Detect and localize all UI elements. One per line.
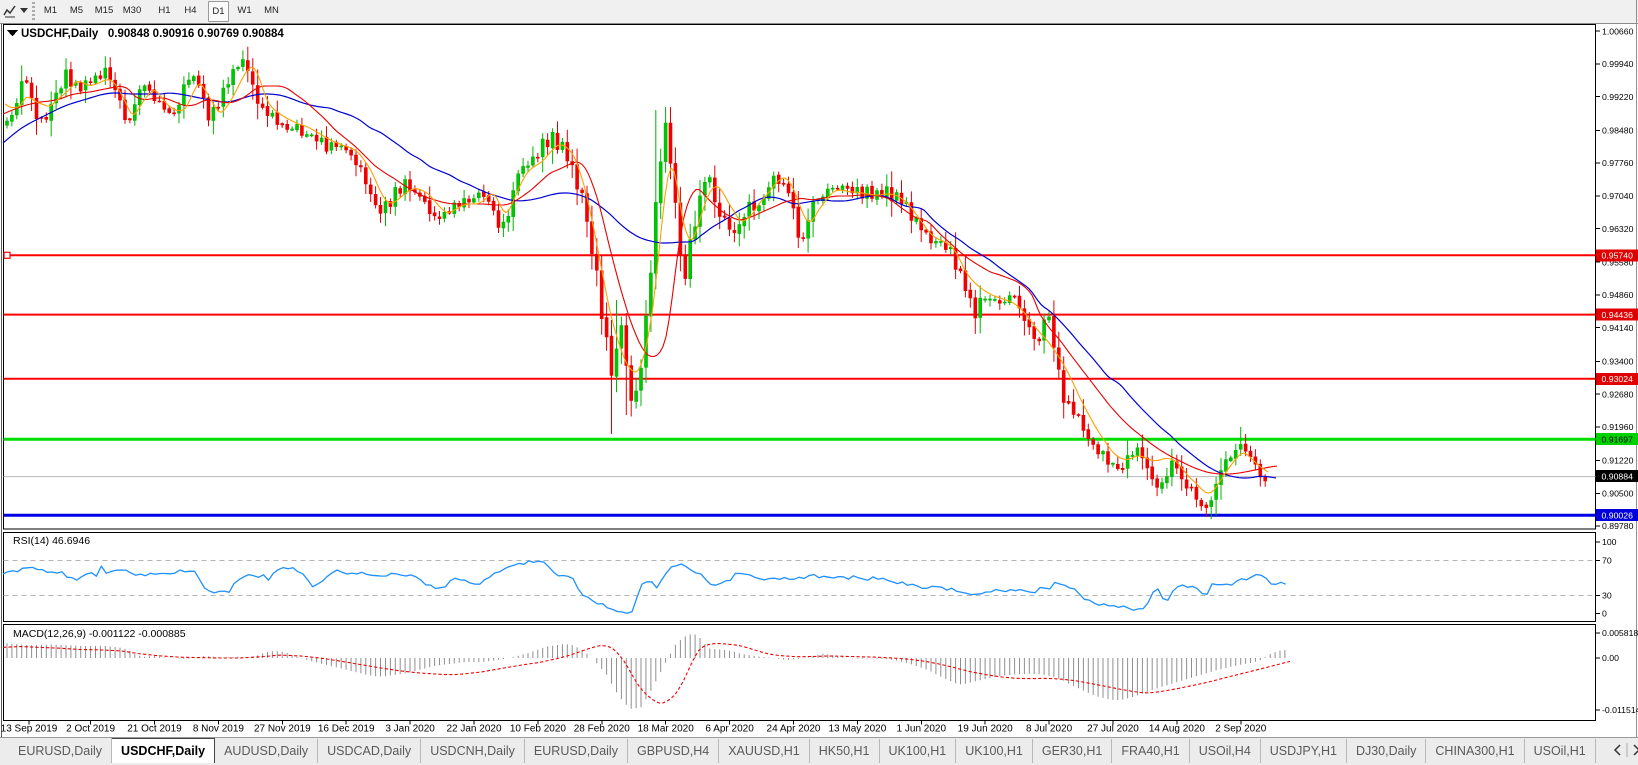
svg-text:0.96320: 0.96320 (1602, 224, 1634, 234)
svg-text:0.92680: 0.92680 (1602, 389, 1634, 399)
svg-text:8 Nov 2019: 8 Nov 2019 (193, 724, 245, 735)
svg-text:10 Feb 2020: 10 Feb 2020 (510, 724, 567, 735)
svg-text:0.90500: 0.90500 (1602, 489, 1634, 499)
svg-text:21 Oct 2019: 21 Oct 2019 (127, 724, 182, 735)
svg-text:0.90884: 0.90884 (1602, 471, 1634, 481)
svg-text:70: 70 (1602, 556, 1612, 566)
svg-text:0.90026: 0.90026 (1602, 510, 1634, 520)
svg-text:0.95740: 0.95740 (1602, 251, 1634, 261)
svg-text:100: 100 (1602, 537, 1617, 547)
svg-text:8 Jul 2020: 8 Jul 2020 (1026, 724, 1073, 735)
svg-text:24 Apr 2020: 24 Apr 2020 (767, 724, 821, 735)
svg-text:13 Sep 2019: 13 Sep 2019 (1, 724, 58, 735)
svg-text:16 Dec 2019: 16 Dec 2019 (318, 724, 375, 735)
svg-text:1.00660: 1.00660 (1602, 26, 1634, 36)
svg-text:6 Apr 2020: 6 Apr 2020 (705, 724, 754, 735)
svg-text:0.91220: 0.91220 (1602, 456, 1634, 466)
svg-text:0.98480: 0.98480 (1602, 126, 1634, 136)
svg-text:0: 0 (1602, 609, 1607, 619)
svg-text:30: 30 (1602, 591, 1612, 601)
svg-text:0.93400: 0.93400 (1602, 357, 1634, 367)
svg-text:0.93024: 0.93024 (1602, 374, 1634, 384)
svg-text:3 Jan 2020: 3 Jan 2020 (385, 724, 435, 735)
svg-text:22 Jan 2020: 22 Jan 2020 (446, 724, 501, 735)
svg-text:0.94140: 0.94140 (1602, 323, 1634, 333)
svg-text:0.91697: 0.91697 (1602, 434, 1634, 444)
svg-text:0.94860: 0.94860 (1602, 290, 1634, 300)
svg-text:28 Feb 2020: 28 Feb 2020 (574, 724, 631, 735)
svg-text:0.005818: 0.005818 (1602, 628, 1638, 638)
svg-text:1 Jun 2020: 1 Jun 2020 (897, 724, 947, 735)
svg-text:18 Mar 2020: 18 Mar 2020 (638, 724, 695, 735)
svg-text:2 Oct 2019: 2 Oct 2019 (66, 724, 115, 735)
svg-text:13 May 2020: 13 May 2020 (828, 724, 886, 735)
svg-text:USDCHF,Daily 0.90848 0.90916: USDCHF,Daily 0.90848 0.90916 0.90769 0.9… (21, 28, 284, 40)
svg-text:27 Jul 2020: 27 Jul 2020 (1087, 724, 1139, 735)
svg-text:27 Nov 2019: 27 Nov 2019 (254, 724, 311, 735)
svg-text:2 Sep 2020: 2 Sep 2020 (1215, 724, 1267, 735)
svg-text:-0.011514: -0.011514 (1602, 705, 1638, 715)
svg-text:14 Aug 2020: 14 Aug 2020 (1149, 724, 1206, 735)
svg-text:0.97760: 0.97760 (1602, 158, 1634, 168)
svg-text:0.95580: 0.95580 (1602, 257, 1634, 267)
svg-text:0.97040: 0.97040 (1602, 191, 1634, 201)
svg-text:0.91960: 0.91960 (1602, 422, 1634, 432)
svg-text:0.99220: 0.99220 (1602, 92, 1634, 102)
svg-text:0.94436: 0.94436 (1602, 310, 1634, 320)
svg-text:0.89780: 0.89780 (1602, 521, 1634, 531)
svg-text:19 Jun 2020: 19 Jun 2020 (958, 724, 1013, 735)
svg-text:0.00: 0.00 (1602, 653, 1619, 663)
svg-text:0.99940: 0.99940 (1602, 59, 1634, 69)
svg-text:MACD(12,26,9) -0.001122 -0.000: MACD(12,26,9) -0.001122 -0.000885 (13, 628, 186, 640)
svg-text:RSI(14) 46.6946: RSI(14) 46.6946 (13, 535, 90, 547)
